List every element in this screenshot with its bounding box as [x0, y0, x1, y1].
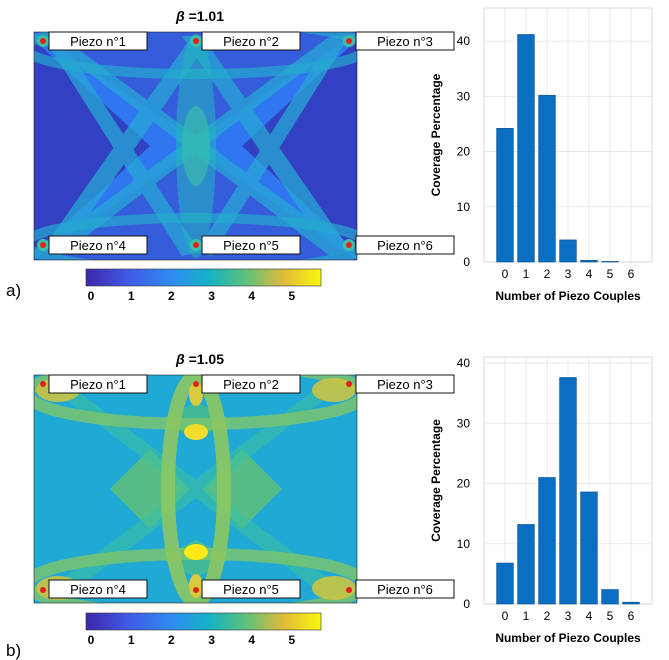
piezo-label: Piezo n°6	[377, 238, 433, 253]
y-tick-label: 30	[457, 89, 471, 103]
piezo-dot	[346, 242, 352, 248]
colorbar-tick-label: 0	[88, 633, 95, 647]
y-tick-label: 40	[457, 34, 471, 48]
piezo-label: Piezo n°4	[70, 238, 126, 253]
x-tick-label: 6	[628, 267, 635, 281]
panel-label-a: a)	[6, 281, 21, 300]
x-tick-label: 0	[502, 609, 509, 623]
x-tick-label: 4	[586, 609, 593, 623]
bar	[517, 524, 535, 605]
x-tick-label: 5	[607, 609, 614, 623]
x-axis-label: Number of Piezo Couples	[495, 289, 641, 303]
y-tick-label: 20	[457, 477, 471, 491]
y-tick-label: 10	[457, 200, 471, 214]
piezo-dot	[40, 587, 46, 593]
x-tick-label: 1	[523, 267, 530, 281]
y-tick-label: 40	[457, 356, 471, 370]
piezo-label: Piezo n°1	[70, 377, 126, 392]
colorbar-a: 0 1 2 3 4 5	[85, 268, 322, 303]
colorbar-tick-label: 2	[168, 289, 175, 303]
colorbar-tick-label: 4	[248, 633, 255, 647]
y-tick-label: 30	[457, 416, 471, 430]
x-tick-label: 0	[502, 267, 509, 281]
bar	[601, 261, 619, 263]
colorbar-tick-label: 2	[168, 633, 175, 647]
piezo-markers-a	[40, 38, 352, 248]
colorbar-tick-label: 1	[128, 633, 135, 647]
piezo-label: Piezo n°4	[70, 582, 126, 597]
piezo-dot	[346, 587, 352, 593]
coverage-map-a	[34, 32, 357, 260]
piezo-label: Piezo n°3	[377, 377, 433, 392]
piezo-label: Piezo n°5	[223, 238, 279, 253]
piezo-markers-b	[40, 381, 352, 593]
piezo-label: Piezo n°5	[223, 582, 279, 597]
y-tick-label: 10	[457, 537, 471, 551]
y-tick-label: 20	[457, 145, 471, 159]
panel-b: β =1.05	[6, 351, 455, 660]
x-tick-label: 2	[544, 609, 551, 623]
map-title-b: β =1.05	[175, 351, 224, 367]
x-tick-label: 4	[586, 267, 593, 281]
piezo-label: Piezo n°2	[223, 377, 279, 392]
y-axis-label: Coverage Percentage	[429, 419, 443, 542]
piezo-dot	[346, 381, 352, 387]
colorbar-tick-label: 1	[128, 289, 135, 303]
coverage-map-b	[34, 375, 357, 603]
colorbar-tick-label: 0	[88, 289, 95, 303]
piezo-label: Piezo n°6	[377, 582, 433, 597]
piezo-dot	[40, 38, 46, 44]
bar	[538, 94, 556, 263]
bar	[580, 260, 598, 263]
x-tick-label: 5	[607, 267, 614, 281]
colorbar-tick-label: 5	[289, 289, 296, 303]
map-title-a: β =1.01	[175, 8, 224, 24]
colorbar-tick-label: 5	[289, 633, 296, 647]
colorbar-tick-label: 3	[208, 633, 215, 647]
bar	[559, 377, 577, 605]
bar	[496, 128, 514, 263]
piezo-label: Piezo n°3	[377, 34, 433, 49]
bar	[517, 34, 535, 263]
bar	[580, 491, 598, 605]
piezo-dot	[40, 381, 46, 387]
bar	[496, 562, 514, 605]
x-tick-label: 2	[544, 267, 551, 281]
piezo-dot	[193, 381, 199, 387]
colorbar-tick-label: 4	[248, 289, 255, 303]
x-axis-label: Number of Piezo Couples	[495, 631, 641, 645]
x-tick-label: 6	[628, 609, 635, 623]
bar	[622, 601, 640, 605]
piezo-labels-b: Piezo n°1 Piezo n°2 Piezo n°3 Piezo n°4 …	[48, 374, 455, 599]
piezo-dot	[40, 242, 46, 248]
bar	[559, 239, 577, 263]
piezo-labels-a: Piezo n°1 Piezo n°2 Piezo n°3 Piezo n°4 …	[48, 31, 455, 255]
panel-label-b: b)	[6, 641, 21, 660]
piezo-dot	[193, 587, 199, 593]
x-tick-label: 3	[565, 609, 572, 623]
colorbar-tick-label: 3	[208, 289, 215, 303]
bar	[538, 477, 556, 605]
y-tick-label: 0	[463, 255, 470, 269]
piezo-label: Piezo n°1	[70, 34, 126, 49]
x-tick-label: 3	[565, 267, 572, 281]
piezo-label: Piezo n°2	[223, 34, 279, 49]
piezo-dot	[346, 38, 352, 44]
y-axis-label: Coverage Percentage	[429, 73, 443, 196]
panel-a: β =1.01	[6, 8, 455, 303]
y-tick-label: 0	[463, 597, 470, 611]
colorbar-b: 0 1 2 3 4 5	[85, 612, 322, 647]
piezo-dot	[193, 38, 199, 44]
bar	[601, 589, 619, 605]
x-tick-label: 1	[523, 609, 530, 623]
piezo-dot	[193, 242, 199, 248]
